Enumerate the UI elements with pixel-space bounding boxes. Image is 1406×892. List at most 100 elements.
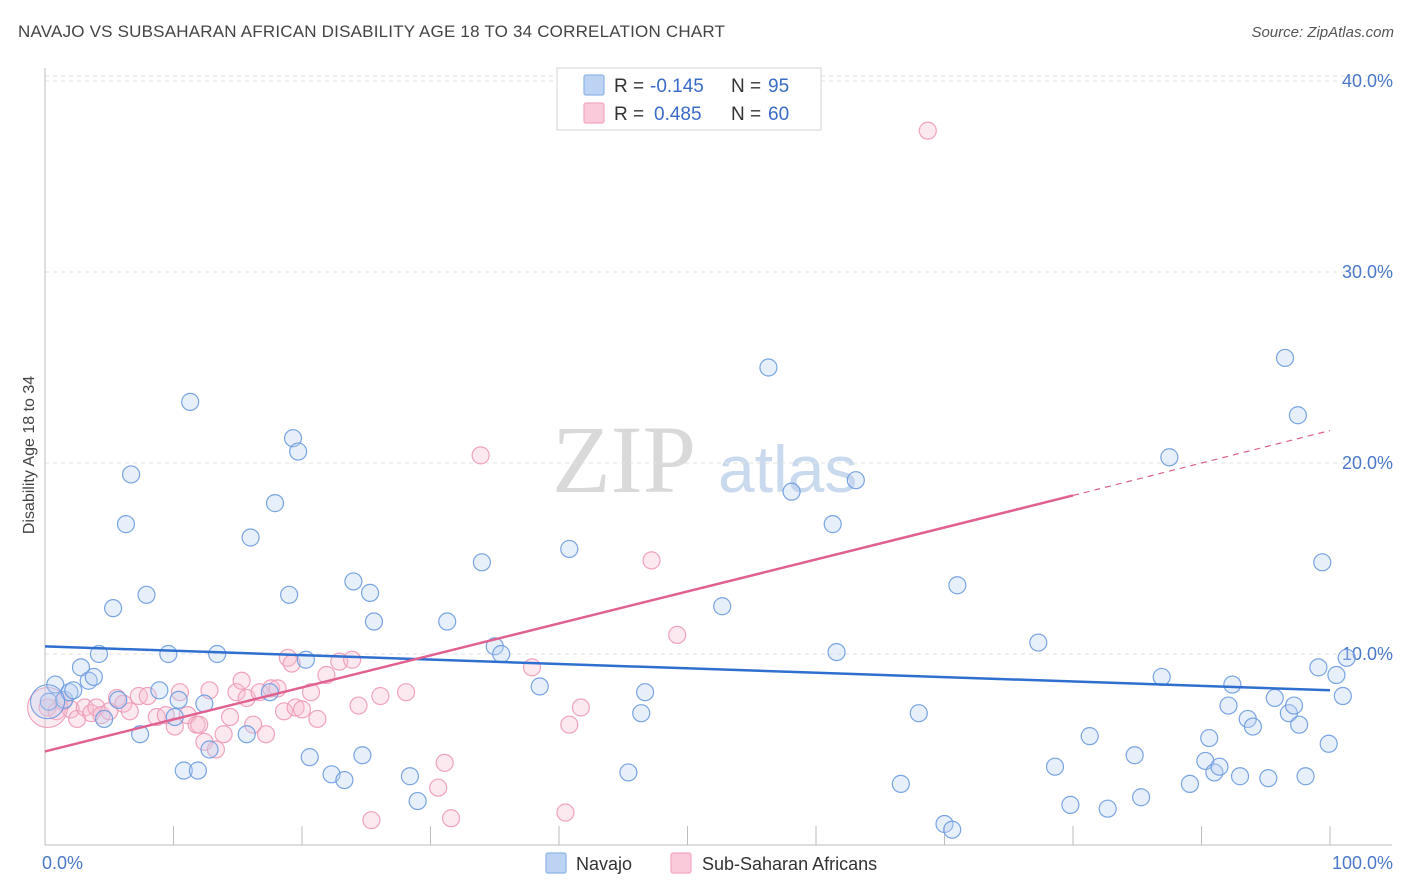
navajo-point-78 [1223, 675, 1242, 694]
legend-n-label-subsaharan: N = [731, 104, 761, 125]
navajo-point-12 [116, 515, 136, 534]
navajo-cluster-point [30, 684, 66, 720]
navajo-point-56 [827, 642, 846, 662]
navajo-point-75 [1205, 763, 1224, 782]
legend-swatch-navajo [583, 74, 605, 96]
navajo-point-77 [1219, 696, 1238, 715]
navajo-point-74 [1200, 728, 1219, 748]
subsaharan-point-48 [435, 753, 454, 772]
x-tick-label-100: 100.0% [1332, 853, 1393, 873]
navajo-point-15 [137, 585, 156, 604]
navajo-point-36 [335, 770, 354, 790]
navajo-point-89 [1313, 553, 1332, 572]
subsaharan-point-52 [556, 803, 575, 822]
legend-r-label-navajo: R = [614, 76, 644, 97]
navajo-point-34 [300, 748, 319, 767]
navajo-point-92 [1333, 686, 1352, 706]
navajo-point-54 [782, 482, 801, 501]
navajo-point-65 [1061, 795, 1080, 814]
navajo-point-17 [159, 644, 178, 664]
bottom-legend: Navajo Sub-Saharan Africans [545, 852, 877, 874]
navajo-point-32 [289, 442, 308, 461]
navajo-point-86 [1290, 715, 1309, 734]
bottom-legend-label-subsaharan: Sub-Saharan Africans [702, 854, 877, 874]
subsaharan-point-37 [292, 700, 312, 719]
navajo-point-66 [1080, 727, 1099, 746]
navajo-point-44 [472, 553, 491, 572]
subsaharan-trend-line [44, 494, 1074, 753]
navajo-point-22 [188, 761, 208, 780]
navajo-point-90 [1319, 734, 1338, 753]
subsaharan-point-22 [200, 681, 219, 700]
subsaharan-point-38 [301, 683, 321, 702]
navajo-point-5 [71, 658, 91, 677]
navajo-point-24 [200, 740, 219, 759]
legend: R = -0.145 N = 95 R = 0.485 N = 60 [556, 67, 822, 131]
navajo-point-63 [1029, 633, 1048, 652]
navajo-point-55 [823, 515, 842, 534]
navajo-point-4 [64, 681, 83, 700]
legend-n-label-navajo: N = [731, 76, 761, 97]
gridlines [45, 75, 1392, 655]
navajo-point-10 [104, 599, 123, 618]
navajo-point-43 [438, 612, 457, 631]
navajo-points [30, 348, 1356, 839]
navajo-point-64 [1045, 757, 1065, 776]
navajo-point-38 [353, 746, 372, 765]
navajo-point-40 [364, 612, 384, 631]
bottom-legend-swatch-subsaharan [670, 852, 692, 874]
navajo-point-91 [1327, 665, 1346, 685]
subsaharan-point-53 [560, 715, 579, 734]
navajo-point-39 [361, 583, 380, 602]
navajo-point-46 [492, 644, 511, 664]
navajo-point-25 [208, 644, 227, 664]
source-label: Source: ZipAtlas.com [1251, 24, 1394, 41]
navajo-point-68 [1125, 746, 1144, 765]
subsaharan-point-50 [471, 446, 490, 465]
subsaharan-point-29 [244, 715, 263, 734]
navajo-point-93 [1337, 648, 1356, 667]
navajo-point-37 [344, 572, 363, 591]
subsaharan-point-39 [308, 709, 327, 729]
legend-r-value-subsaharan: 0.485 [654, 104, 702, 125]
navajo-point-48 [560, 539, 579, 559]
navajo-point-47 [530, 677, 549, 696]
trend-lines [44, 429, 1331, 753]
navajo-point-61 [943, 820, 962, 839]
navajo-point-50 [632, 704, 651, 723]
subsaharan-point-47 [429, 778, 448, 797]
navajo-point-71 [1160, 448, 1179, 467]
y-tick-label-30: 30.0% [1342, 262, 1393, 282]
navajo-point-88 [1309, 658, 1328, 677]
navajo-point-19 [169, 690, 188, 709]
subsaharan-point-34 [274, 702, 294, 721]
subsaharan-point-58 [190, 715, 209, 734]
x-tick-label-0: 0.0% [42, 853, 83, 873]
subsaharan-point-31 [256, 725, 276, 744]
navajo-point-95 [1288, 406, 1307, 425]
navajo-point-83 [1265, 688, 1284, 708]
subsaharan-point-36 [286, 698, 305, 717]
navajo-point-0 [39, 692, 58, 711]
tick-labels: 10.0%20.0%30.0%40.0%0.0% 100.0% [42, 71, 1393, 873]
legend-n-value-subsaharan: 60 [768, 104, 789, 125]
navajo-point-8 [89, 644, 109, 664]
subsaharan-point-12 [120, 702, 139, 721]
chart-title: NAVAJO VS SUBSAHARAN AFRICAN DISABILITY … [18, 22, 726, 41]
subsaharan-point-23 [206, 740, 226, 759]
legend-r-value-navajo: -0.145 [650, 76, 704, 97]
subsaharan-point-46 [396, 683, 416, 702]
navajo-point-59 [909, 704, 928, 723]
legend-r-label-subsaharan: R = [614, 104, 644, 125]
navajo-point-41 [400, 767, 420, 786]
navajo-point-67 [1098, 799, 1117, 818]
y-tick-label-20: 20.0% [1342, 453, 1393, 473]
navajo-point-7 [84, 667, 103, 687]
subsaharan-point-55 [642, 551, 661, 570]
subsaharan-point-56 [668, 625, 687, 645]
navajo-point-62 [948, 576, 967, 595]
navajo-point-79 [1230, 767, 1250, 786]
subsaharan-point-25 [220, 707, 240, 727]
navajo-point-81 [1243, 717, 1263, 736]
